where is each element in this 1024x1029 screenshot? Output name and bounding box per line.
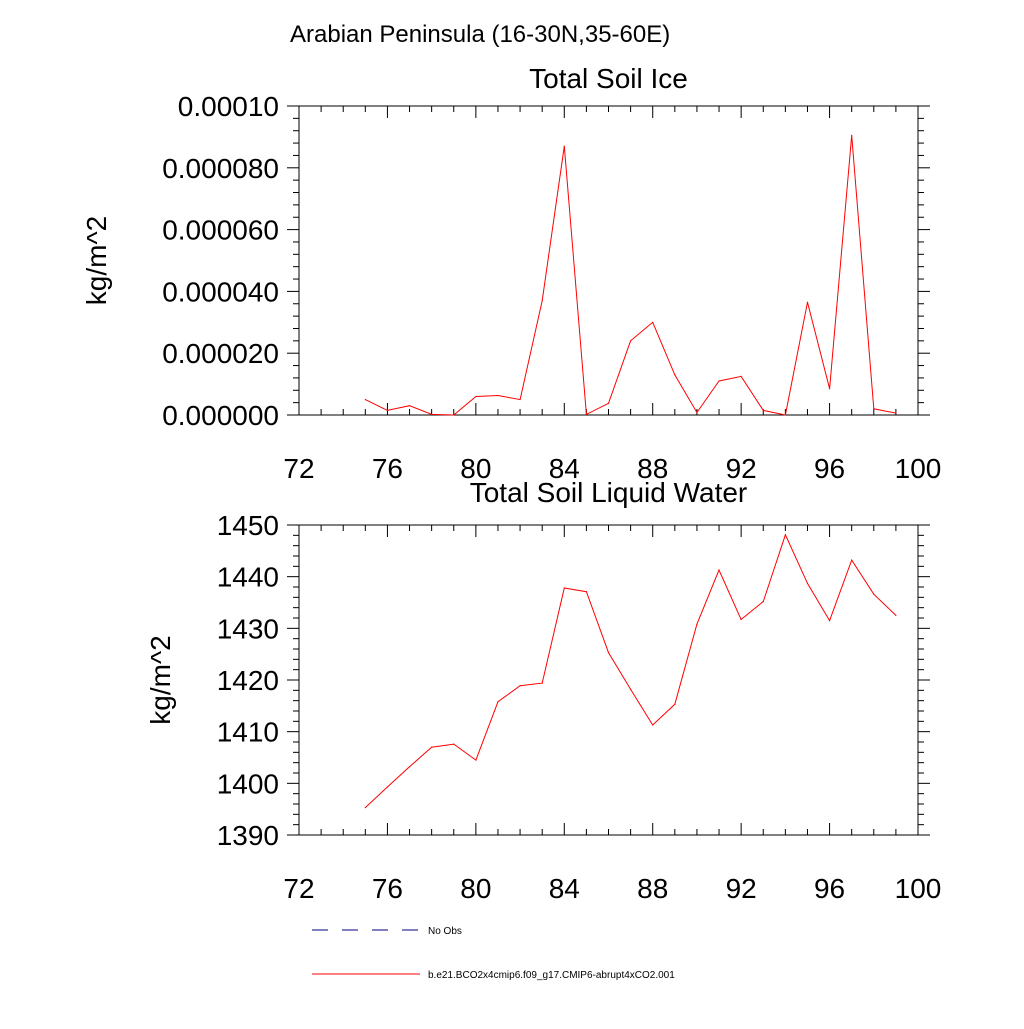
ice-y-tick-label: 0.000020: [162, 338, 279, 369]
water-data-point: [895, 614, 897, 617]
water-data-point: [784, 534, 786, 536]
water-data-point: [762, 600, 764, 603]
water-data-point: [630, 688, 632, 690]
water-data-point: [652, 724, 654, 726]
ice-x-tick-label: 80: [460, 453, 491, 484]
water-data-point: [453, 743, 455, 745]
ice-y-tick-label: 0.000040: [162, 276, 279, 307]
ice-data-point: [895, 412, 897, 414]
ice-data-point: [519, 398, 521, 401]
water-data-point: [585, 591, 587, 593]
ice-x-tick-label: 100: [895, 453, 942, 484]
legend-label-no-obs: No Obs: [428, 926, 462, 937]
water-x-tick-label: 92: [726, 873, 757, 904]
ice-data-point: [386, 409, 389, 411]
ice-data-point: [431, 413, 433, 415]
ice-x-tick-label: 88: [637, 453, 668, 484]
ice-data-point: [475, 395, 477, 398]
ice-data-point: [828, 388, 831, 390]
water-y-tick-label: 1450: [217, 510, 279, 541]
ice-data-point: [585, 413, 587, 415]
water-data-point: [806, 582, 809, 584]
ice-y-tick-label: 0.000000: [162, 400, 279, 431]
water-data-point: [519, 685, 521, 687]
panel-total-soil-liquid-water: Total Soil Liquid Water 72 76 80 84 88 92 96 100…: [145, 477, 941, 904]
ice-x-tick-label: 92: [726, 453, 757, 484]
water-data-point: [851, 559, 853, 561]
water-data-point: [431, 746, 433, 748]
water-data-point: [828, 619, 831, 622]
ice-y-tick-label: 0.00010: [178, 91, 279, 122]
ice-y-tick-label: 0.000060: [162, 215, 279, 246]
ice-x-tick-label: 76: [372, 453, 403, 484]
water-data-point: [674, 703, 676, 705]
water-x-tick-label: 100: [895, 873, 942, 904]
water-data-point: [475, 759, 477, 761]
water-data-point: [607, 652, 610, 654]
water-x-tick-label: 80: [460, 873, 491, 904]
water-y-tick-label: 1390: [217, 820, 279, 851]
ice-data-point: [762, 409, 764, 411]
ice-data-point: [784, 414, 786, 416]
ice-data-point: [696, 411, 698, 414]
ice-x-tick-label: 84: [549, 453, 580, 484]
water-data-point: [497, 701, 499, 703]
water-data-point: [408, 766, 411, 768]
water-data-point: [873, 593, 875, 595]
water-x-tick-label: 84: [549, 873, 580, 904]
water-y-tick-label: 1400: [217, 768, 279, 799]
ice-data-point: [541, 300, 543, 302]
water-y-tick-label: 1420: [217, 665, 279, 696]
water-x-tick-label: 72: [283, 873, 314, 904]
ice-data-point: [806, 301, 809, 303]
figure-supertitle: Arabian Peninsula (16-30N,35-60E): [290, 21, 670, 48]
ice-data-point: [674, 374, 676, 376]
ice-title: Total Soil Ice: [529, 63, 688, 94]
water-data-point: [364, 807, 366, 809]
ice-data-point: [851, 134, 853, 136]
ice-data-point: [453, 414, 455, 416]
ice-data-point: [563, 145, 565, 147]
water-data-point: [696, 623, 698, 625]
ice-data-point: [408, 405, 411, 407]
ice-data-point: [652, 321, 654, 323]
water-data-point: [718, 569, 720, 571]
water-data-point: [386, 786, 389, 788]
water-data-point: [740, 618, 742, 621]
ice-data-point: [364, 398, 366, 401]
water-y-tick-label: 1440: [217, 562, 279, 593]
water-x-tick-label: 96: [814, 873, 845, 904]
water-x-tick-label: 76: [372, 873, 403, 904]
ice-series-line: [365, 135, 896, 416]
ice-x-tick-label: 96: [814, 453, 845, 484]
water-x-tick-label: 88: [637, 873, 668, 904]
legend: No Obs b.e21.BCO2x4cmip6.f09_g17.CMIP6-a…: [312, 926, 675, 981]
ice-data-point: [718, 380, 720, 382]
water-plot-frame: [298, 524, 919, 836]
ice-x-tick-label: 72: [283, 453, 314, 484]
legend-label-model: b.e21.BCO2x4cmip6.f09_g17.CMIP6-abrupt4x…: [428, 970, 675, 981]
ice-plot-frame: [298, 105, 919, 416]
water-y-axis-label: kg/m^2: [145, 635, 176, 724]
water-data-point: [563, 587, 565, 589]
ice-data-point: [630, 340, 632, 342]
ice-data-point: [607, 402, 610, 404]
water-y-tick-label: 1410: [217, 717, 279, 748]
ice-data-point: [873, 408, 875, 410]
panel-total-soil-ice: Total Soil Ice 72 76 80 84 88 92 96 100 0.000000 0…: [81, 63, 941, 484]
ice-y-axis-label: kg/m^2: [81, 216, 112, 305]
water-y-tick-label: 1430: [217, 613, 279, 644]
water-series-line: [364, 533, 897, 808]
ice-y-tick-label: 0.000080: [162, 153, 279, 184]
ice-data-point: [740, 375, 742, 377]
water-title: Total Soil Liquid Water: [470, 477, 748, 508]
ice-data-point: [497, 394, 499, 397]
water-data-point: [541, 682, 543, 684]
